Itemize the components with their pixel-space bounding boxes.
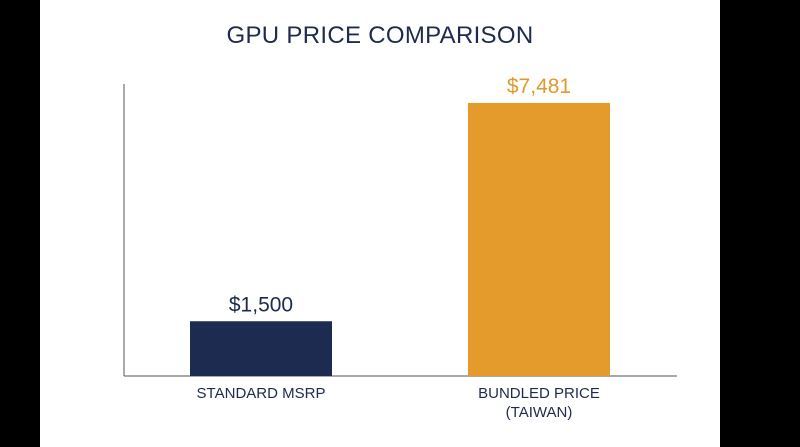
data-label-0: $1,500: [229, 293, 293, 316]
category-label-1: BUNDLED PRICE (TAIWAN): [478, 385, 600, 421]
category-label-0: STANDARD MSRP: [196, 385, 326, 402]
bar-0: [190, 321, 332, 376]
chart-slide: GPU PRICE COMPARISON $1,500 $7,481 STANDA…: [40, 0, 720, 447]
data-label-1: $7,481: [507, 75, 571, 98]
bar-1: [468, 102, 610, 377]
chart-title: GPU PRICE COMPARISON: [226, 22, 534, 49]
bar-chart: $1,500 $7,481: [123, 75, 677, 377]
